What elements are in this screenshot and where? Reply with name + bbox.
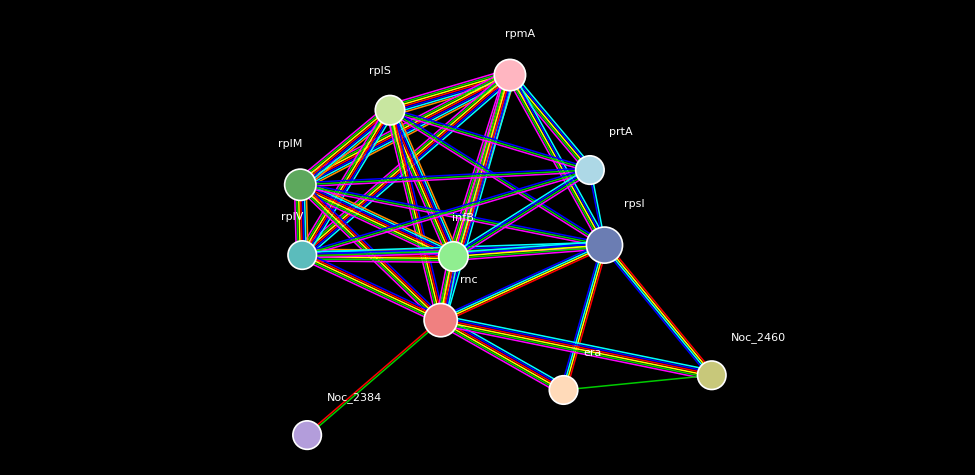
Text: rplV: rplV (282, 212, 303, 222)
Circle shape (439, 242, 468, 271)
Text: infB: infB (452, 213, 474, 223)
Text: Noc_2384: Noc_2384 (327, 392, 382, 403)
Text: rplM: rplM (279, 139, 302, 149)
Circle shape (288, 241, 317, 269)
Circle shape (697, 361, 726, 390)
Circle shape (586, 227, 623, 263)
Text: rpsI: rpsI (624, 199, 644, 209)
Circle shape (375, 95, 405, 125)
Text: rpmA: rpmA (505, 29, 534, 39)
Circle shape (549, 376, 578, 404)
Text: rplS: rplS (370, 66, 391, 76)
Text: era: era (583, 348, 602, 358)
Text: prtA: prtA (609, 127, 633, 137)
Circle shape (575, 156, 604, 184)
Circle shape (494, 59, 526, 91)
Text: Noc_2460: Noc_2460 (731, 332, 787, 343)
Circle shape (424, 304, 457, 337)
Text: rnc: rnc (460, 276, 478, 285)
Circle shape (292, 421, 322, 449)
Circle shape (285, 169, 316, 200)
